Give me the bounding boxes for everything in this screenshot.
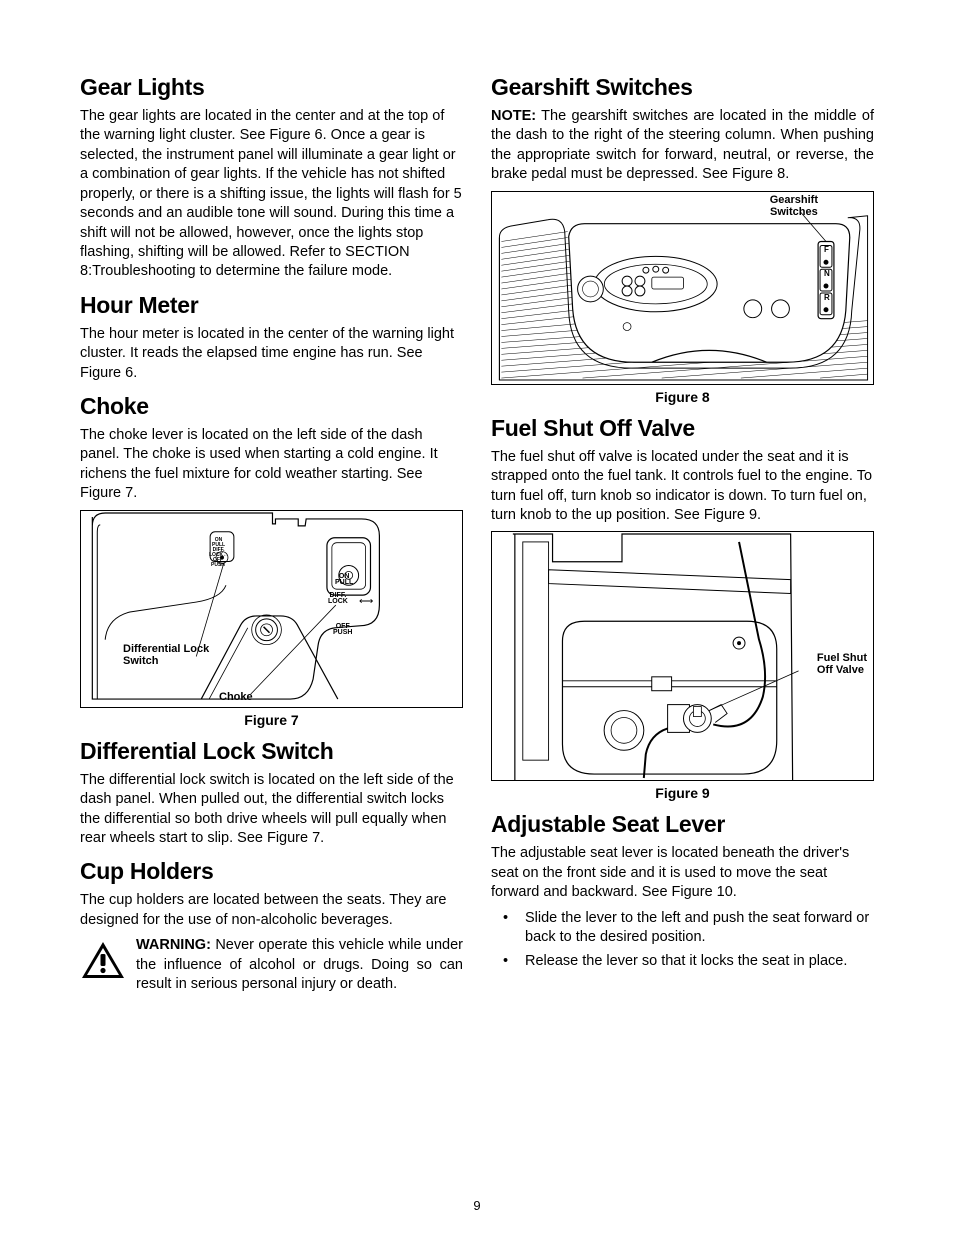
- fig8-label-switches: GearshiftSwitches: [770, 194, 818, 218]
- note-label: NOTE:: [491, 108, 536, 124]
- fig7-off-push: OFFPUSH: [333, 624, 352, 637]
- seat-lever-bullet-2: Release the lever so that it locks the s…: [491, 952, 874, 971]
- cup-holders-body: The cup holders are located between the …: [80, 891, 463, 930]
- right-column: Gearshift Switches NOTE: The gearshift s…: [491, 74, 874, 995]
- fig7-on-pull: ONPULL: [335, 574, 353, 587]
- figure-7: Differential LockSwitch Choke ONPULL DIF…: [80, 510, 463, 708]
- seat-lever-heading: Adjustable Seat Lever: [491, 811, 874, 838]
- fuel-shutoff-heading: Fuel Shut Off Valve: [491, 415, 874, 442]
- gear-lights-heading: Gear Lights: [80, 74, 463, 101]
- figure-7-caption: Figure 7: [80, 712, 463, 728]
- fig7-label-diff-lock: Differential LockSwitch: [123, 643, 209, 667]
- fuel-shutoff-body: The fuel shut off valve is located under…: [491, 448, 874, 526]
- choke-heading: Choke: [80, 393, 463, 420]
- hour-meter-heading: Hour Meter: [80, 292, 463, 319]
- gear-lights-body: The gear lights are located in the cente…: [80, 107, 463, 282]
- warning-label: WARNING:: [136, 937, 211, 953]
- note-body: The gearshift switches are located in th…: [491, 108, 874, 182]
- seat-lever-body: The adjustable seat lever is located ben…: [491, 844, 874, 902]
- warning-icon: [80, 940, 126, 980]
- fig7-label-choke: Choke: [219, 691, 253, 703]
- diff-lock-heading: Differential Lock Switch: [80, 738, 463, 765]
- warning-text: WARNING: Never operate this vehicle whil…: [136, 936, 463, 994]
- gearshift-note: NOTE: The gearshift switches are located…: [491, 107, 874, 185]
- fig8-r-label: R: [824, 293, 830, 302]
- left-column: Gear Lights The gear lights are located …: [80, 74, 463, 995]
- diff-lock-body: The differential lock switch is located …: [80, 771, 463, 849]
- fig7-mini-off: OFFPUSH: [211, 558, 225, 568]
- figure-8-caption: Figure 8: [491, 389, 874, 405]
- figure-9: Fuel ShutOff Valve: [491, 531, 874, 781]
- page-number: 9: [0, 1198, 954, 1213]
- fig7-arrow-icon: ⟷: [359, 596, 373, 607]
- fig7-mini-on: ONPULL: [212, 538, 225, 548]
- seat-lever-bullets: Slide the lever to the left and push the…: [491, 909, 874, 972]
- hour-meter-body: The hour meter is located in the center …: [80, 325, 463, 383]
- fig9-label-valve: Fuel ShutOff Valve: [817, 652, 867, 676]
- fig8-f-label: F: [824, 245, 829, 254]
- fig7-mini-diff: DIFF.LOCK←: [209, 548, 228, 558]
- choke-body: The choke lever is located on the left s…: [80, 426, 463, 504]
- fig7-diff-lock: DIFF.LOCK: [328, 593, 348, 606]
- fig8-n-label: N: [824, 269, 830, 278]
- warning-block: WARNING: Never operate this vehicle whil…: [80, 936, 463, 994]
- gearshift-heading: Gearshift Switches: [491, 74, 874, 101]
- figure-8: GearshiftSwitches F N R: [491, 191, 874, 385]
- figure-9-caption: Figure 9: [491, 785, 874, 801]
- cup-holders-heading: Cup Holders: [80, 858, 463, 885]
- seat-lever-bullet-1: Slide the lever to the left and push the…: [491, 909, 874, 948]
